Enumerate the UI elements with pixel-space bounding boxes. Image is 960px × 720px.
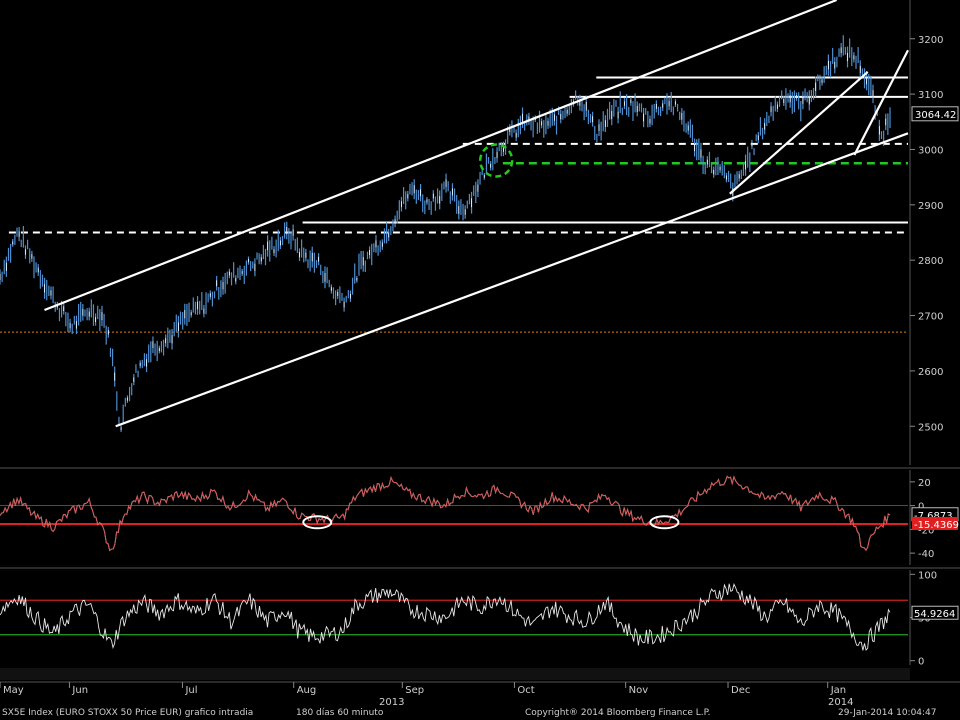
trendline: [115, 132, 909, 428]
ind2-tick-label: 100: [918, 570, 937, 581]
footer-security: SX5E Index (EURO STOXX 50 Price EUR) gra…: [2, 708, 254, 718]
price-last-value: 3064.42: [915, 110, 956, 121]
white-ellipse-annotation: [649, 515, 680, 530]
footer-copyright: Copyright® 2014 Bloomberg Finance L.P.: [525, 708, 711, 718]
ind2-last-tag: [911, 605, 959, 620]
indicator-2-panel: 10050054.9264: [0, 567, 960, 668]
ind1-last-tag-2: [912, 516, 958, 530]
trendline: [853, 49, 909, 156]
x-axis: May Jun Jul Aug Sep Oct Nov Dec Jan 2013 2014: [0, 668, 960, 708]
price-tick-label: 2600: [918, 367, 943, 378]
indicator-1-panel: 20 0 -20 -40 -7.6873-15.4369: [0, 467, 960, 565]
year-label: 2013: [379, 697, 404, 708]
price-panel: 2500 2600 2700 2800 2900 3000 3100 3200 3064.42: [0, 0, 959, 465]
month-label: May: [3, 685, 24, 696]
price-tick-label: 2700: [918, 312, 943, 323]
price-last-tag: [911, 106, 959, 122]
price-tick-label: 2500: [918, 422, 943, 433]
ind1-tick-label: 0: [918, 502, 924, 513]
ind1-last-value-1: -7.6873: [914, 511, 953, 522]
price-tick-label: 3000: [918, 145, 943, 156]
ind2-tick-label: 0: [918, 657, 924, 668]
price-tick-label: 3100: [918, 90, 943, 101]
ind1-tick-label: 20: [918, 478, 931, 489]
year-label: 2014: [828, 697, 853, 708]
ind1-series-shadow: [0, 475, 891, 552]
trendline: [44, 0, 838, 312]
ind1-tick-label: -40: [918, 549, 934, 560]
mini-volume-strip: [0, 668, 910, 680]
footer-bar: SX5E Index (EURO STOXX 50 Price EUR) gra…: [0, 706, 960, 720]
white-ellipse-annotation: [302, 515, 333, 530]
month-label: Nov: [629, 685, 649, 696]
green-circle-annotation: [478, 143, 514, 178]
month-label: Oct: [517, 685, 534, 696]
footer-timestamp: 29-Jan-2014 10:04:47: [838, 708, 937, 718]
ind2-series-line: [0, 583, 891, 651]
price-tick-label: 2800: [918, 256, 943, 267]
month-label: Jun: [71, 685, 88, 696]
price-tick-label: 3200: [918, 35, 943, 46]
ind1-tick-label: -20: [918, 525, 934, 536]
price-tick-label: 2900: [918, 201, 943, 212]
month-label: Sep: [405, 685, 424, 696]
ind2-last-value: 54.9264: [914, 609, 955, 620]
month-label: Aug: [297, 685, 317, 696]
month-label: Jul: [184, 685, 197, 696]
month-label: Dec: [731, 685, 750, 696]
ind1-last-value-2: -15.4369: [914, 520, 959, 531]
trendline: [729, 71, 869, 195]
month-label: Jan: [830, 685, 846, 696]
footer-range: 180 días 60 minuto: [296, 708, 384, 718]
